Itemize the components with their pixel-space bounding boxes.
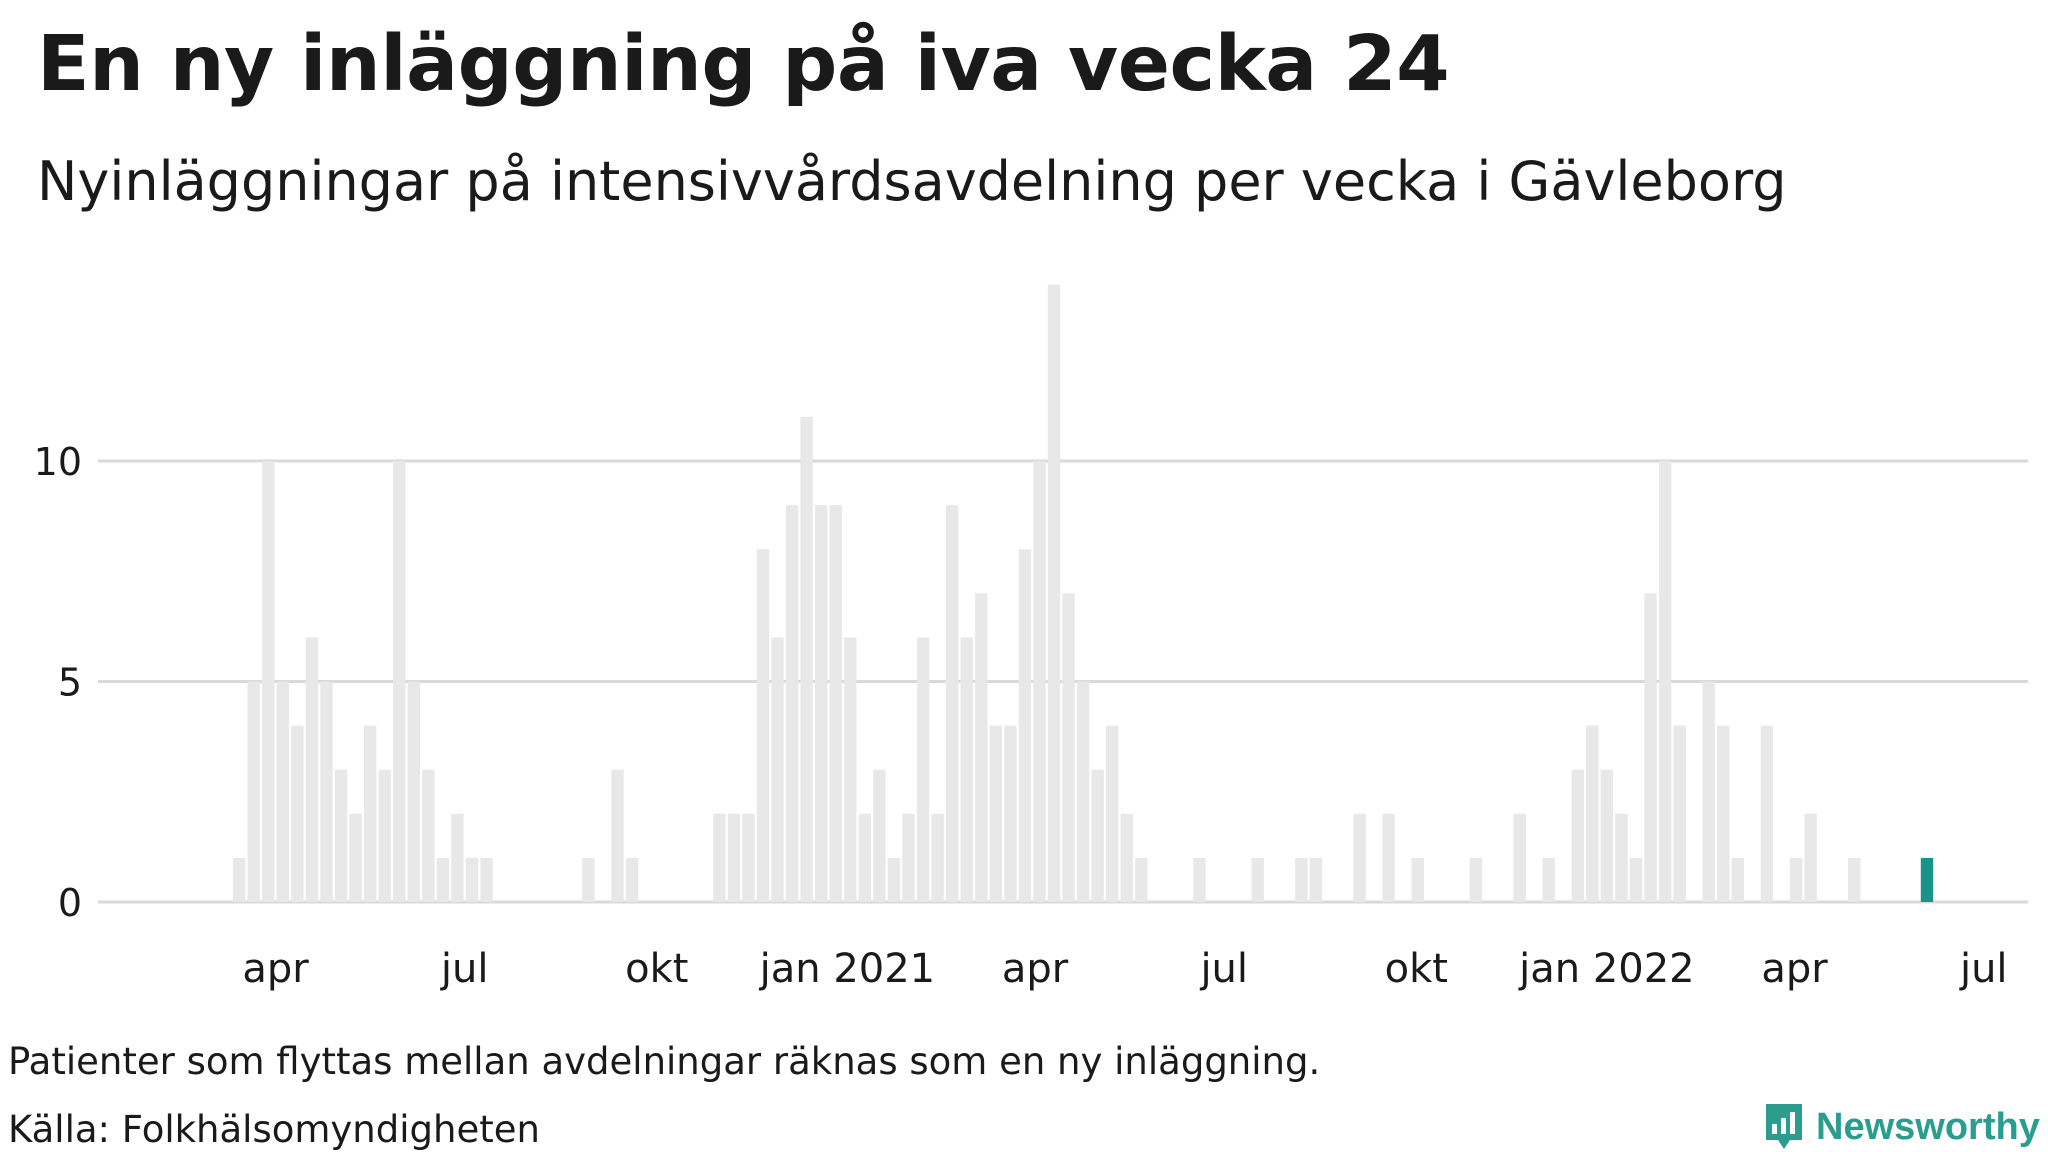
x-tick-label: okt: [625, 946, 688, 992]
bar: [975, 593, 988, 902]
bar: [625, 857, 639, 902]
footnote: Patienter som flyttas mellan avdelningar…: [8, 1040, 1321, 1083]
bar: [465, 857, 479, 902]
bar: [1193, 857, 1206, 902]
bar: [262, 461, 275, 902]
bar: [1076, 681, 1090, 902]
bar: [233, 857, 246, 902]
bar: [291, 725, 304, 902]
bar: [727, 813, 741, 902]
bar: [1004, 725, 1017, 902]
bar: [713, 813, 726, 902]
chart-title: En ny inläggning på iva vecka 24: [37, 20, 1450, 109]
bar: [1469, 857, 1483, 902]
bar: [436, 857, 450, 902]
bar: [785, 505, 799, 902]
bar: [305, 637, 319, 902]
bar: [611, 769, 624, 902]
y-tick-label: 10: [34, 440, 82, 484]
bar: [334, 769, 348, 902]
bar: [1629, 857, 1643, 902]
bar: [1382, 813, 1395, 902]
bar: [1600, 769, 1614, 902]
bar: [1804, 813, 1817, 902]
bar: [742, 813, 755, 902]
bar: [1702, 681, 1715, 902]
bar: [829, 505, 842, 902]
bar: [1760, 725, 1774, 902]
bar: [363, 725, 377, 902]
bar: [1091, 769, 1104, 902]
newsworthy-logo-icon: [1766, 1104, 1802, 1149]
bar: [276, 681, 290, 902]
x-tick-label: jul: [440, 946, 489, 992]
bar: [1251, 857, 1264, 902]
bar: [960, 637, 973, 902]
bar: [1047, 284, 1061, 903]
chart-subtitle: Nyinläggningar på intensivvårdsavdelning…: [37, 150, 1787, 213]
bar: [800, 416, 813, 902]
bar: [945, 505, 959, 902]
bar: [815, 505, 828, 902]
bar: [1120, 813, 1133, 902]
highlight-bar: [1920, 857, 1934, 902]
bar: [393, 461, 406, 902]
bar: [1309, 857, 1323, 902]
bar: [1033, 461, 1046, 902]
bar: [989, 725, 1002, 902]
bar: [1717, 725, 1730, 902]
x-tick-label: apr: [242, 946, 309, 992]
bar: [582, 857, 595, 902]
bar: [1411, 857, 1424, 902]
bar: [1571, 769, 1584, 902]
bar: [771, 637, 784, 902]
bar: [873, 769, 886, 902]
bar: [902, 813, 915, 902]
newsworthy-logo: Newsworthy: [1762, 1102, 2040, 1152]
bar: [887, 857, 901, 902]
bar: [422, 769, 435, 902]
brand-name: Newsworthy: [1816, 1105, 2040, 1148]
bar: [349, 813, 362, 902]
bar-chart: 0 5 10 apr jul okt jan 2021 apr jul okt jan 2022 ap…: [34, 284, 2028, 992]
bar: [378, 769, 391, 902]
x-tick-label: apr: [1761, 946, 1828, 992]
bar: [858, 813, 872, 902]
y-tick-label: 0: [58, 881, 82, 925]
bar: [1615, 813, 1628, 902]
bar: [1353, 813, 1366, 902]
bar: [1789, 857, 1803, 902]
bar: [1106, 725, 1119, 902]
bar: [756, 549, 770, 902]
x-tick-label: jul: [1959, 946, 2008, 992]
bar: [1513, 813, 1526, 902]
bar: [1295, 857, 1308, 902]
bar: [1673, 725, 1686, 902]
x-tick-label: okt: [1385, 946, 1448, 992]
x-tick-label: jan 2021: [759, 946, 936, 992]
bar: [1062, 593, 1075, 902]
bar: [1731, 857, 1745, 902]
bar: [1586, 725, 1599, 902]
bar: [1658, 461, 1672, 902]
bar: [916, 637, 930, 902]
bar: [1018, 549, 1032, 902]
bar: [931, 813, 944, 902]
bar: [844, 637, 857, 902]
x-tick-label: jul: [1199, 946, 1248, 992]
bar: [247, 681, 260, 902]
bar: [320, 681, 333, 902]
bar: [407, 681, 420, 902]
bar: [480, 857, 493, 902]
bar: [451, 813, 464, 902]
x-tick-label: jan 2022: [1518, 946, 1695, 992]
source-note: Källa: Folkhälsomyndigheten: [8, 1108, 540, 1151]
bar: [1848, 857, 1861, 902]
bar: [1542, 857, 1555, 902]
x-tick-label: apr: [1002, 946, 1069, 992]
bar: [1644, 593, 1657, 902]
y-tick-label: 5: [58, 661, 82, 705]
bar: [1135, 857, 1148, 902]
